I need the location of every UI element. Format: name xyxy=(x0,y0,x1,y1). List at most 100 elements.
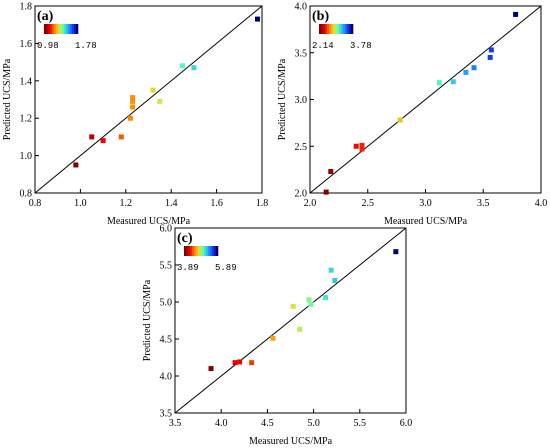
data-point xyxy=(450,79,456,85)
data-point xyxy=(270,335,276,341)
colorbar-segment xyxy=(194,246,197,256)
colorbar-segment xyxy=(339,24,342,34)
colorbar-segment xyxy=(46,24,49,34)
colorbar-segment xyxy=(347,24,350,34)
y-tick-label: 1.8 xyxy=(20,2,33,13)
data-point xyxy=(232,360,238,366)
colorbar-segment xyxy=(331,24,334,34)
data-point xyxy=(237,359,243,365)
data-point xyxy=(328,168,334,174)
colorbar-segment xyxy=(74,24,77,34)
data-point xyxy=(130,95,136,101)
colorbar-segment xyxy=(56,24,59,34)
colorbar-segment xyxy=(184,246,187,256)
x-tick-label: 3.0 xyxy=(419,198,432,209)
data-point xyxy=(306,297,312,303)
y-tick-label: 5.5 xyxy=(160,261,173,272)
y-tick-label: 4.0 xyxy=(160,372,173,383)
x-tick-label: 1.2 xyxy=(120,198,133,209)
panel-label: (b) xyxy=(312,9,329,24)
data-point xyxy=(471,65,477,71)
colorbar-segment xyxy=(337,24,340,34)
x-tick-label: 1.4 xyxy=(165,198,178,209)
colorbar-segment xyxy=(64,24,67,34)
panel-c: 3.5 4.0 4.5 5.0 5.5 6.0 3.5 4.0 4.5 5.0 5.5 6.0 Meas… xyxy=(142,224,412,448)
data-point xyxy=(436,80,442,86)
colorbar-max-label: 1.78 xyxy=(75,41,97,51)
colorbar-segment xyxy=(190,246,193,256)
x-tick-label: 0.8 xyxy=(29,198,42,209)
data-point xyxy=(332,278,338,284)
colorbar-segment xyxy=(52,24,55,34)
x-tick-label: 4.0 xyxy=(535,198,548,209)
x-tick-label: 1.6 xyxy=(210,198,223,209)
x-axis-label: Measured UCS/MPa xyxy=(384,216,468,227)
colorbar-segment xyxy=(325,24,328,34)
colorbar-segment xyxy=(343,24,346,34)
y-tick-label: 0.8 xyxy=(20,189,33,200)
colorbar-segment xyxy=(206,246,209,256)
data-point xyxy=(191,65,197,71)
y-tick-label: 3.5 xyxy=(160,409,173,420)
data-point xyxy=(130,104,136,110)
panel-label: (a) xyxy=(37,9,54,24)
colorbar-segment xyxy=(48,24,51,34)
x-tick-label: 5.0 xyxy=(307,418,320,429)
x-tick-label: 4.0 xyxy=(215,418,228,429)
y-tick-label: 6.0 xyxy=(160,224,173,235)
data-point xyxy=(100,138,106,144)
data-point xyxy=(118,134,124,140)
colorbar-segment xyxy=(200,246,203,256)
data-point xyxy=(323,189,329,195)
y-tick-label: 4.5 xyxy=(160,335,173,346)
colorbar-segment xyxy=(345,24,348,34)
colorbar: 3.89 5.89 xyxy=(177,246,237,273)
colorbar-segment xyxy=(321,24,324,34)
data-point xyxy=(297,326,303,332)
colorbar-segment xyxy=(72,24,75,34)
colorbar-segment xyxy=(335,24,338,34)
colorbar-segment xyxy=(204,246,207,256)
data-point xyxy=(308,301,314,307)
colorbar-segment xyxy=(58,24,61,34)
data-point xyxy=(249,360,255,366)
x-tick-label: 2.5 xyxy=(362,198,375,209)
panel-a: 0.8 1.0 1.2 1.4 1.6 1.8 0.8 1.0 1.2 1.4 1.6 1.8 Meas… xyxy=(2,2,268,228)
y-tick-label: 1.0 xyxy=(20,151,33,162)
colorbar-segment xyxy=(333,24,336,34)
y-axis-label: Predicted UCS/MPa xyxy=(277,58,288,140)
data-point xyxy=(290,303,296,309)
x-tick-label: 5.5 xyxy=(354,418,367,429)
x-tick-label: 6.0 xyxy=(400,418,413,429)
data-point xyxy=(487,54,493,60)
colorbar-segment xyxy=(349,24,352,34)
x-tick-label: 1.8 xyxy=(256,198,269,209)
colorbar-segment xyxy=(323,24,326,34)
colorbar-segment xyxy=(66,24,69,34)
data-point xyxy=(127,115,133,121)
colorbar-segment xyxy=(196,246,199,256)
colorbar-segment xyxy=(208,246,211,256)
colorbar-segment xyxy=(62,24,65,34)
data-point xyxy=(359,146,365,152)
x-tick-label: 3.5 xyxy=(169,418,182,429)
data-point xyxy=(359,142,365,148)
colorbar-segment xyxy=(341,24,344,34)
colorbar-segment xyxy=(214,246,217,256)
colorbar-max-label: 3.78 xyxy=(350,41,372,51)
data-point xyxy=(397,117,403,123)
colorbar-min-label: 2.14 xyxy=(312,41,334,51)
x-tick-label: 4.5 xyxy=(261,418,274,429)
x-tick-label: 3.5 xyxy=(477,198,490,209)
colorbar-segment xyxy=(212,246,215,256)
y-tick-label: 5.0 xyxy=(160,298,173,309)
data-point xyxy=(157,98,163,104)
colorbar-segment xyxy=(44,24,47,34)
data-point xyxy=(353,143,359,149)
x-tick-label: 2.0 xyxy=(304,198,317,209)
x-tick-label: 1.0 xyxy=(74,198,87,209)
colorbar-segment xyxy=(54,24,57,34)
colorbar: 2.14 3.78 xyxy=(312,24,372,51)
data-point xyxy=(208,366,214,372)
